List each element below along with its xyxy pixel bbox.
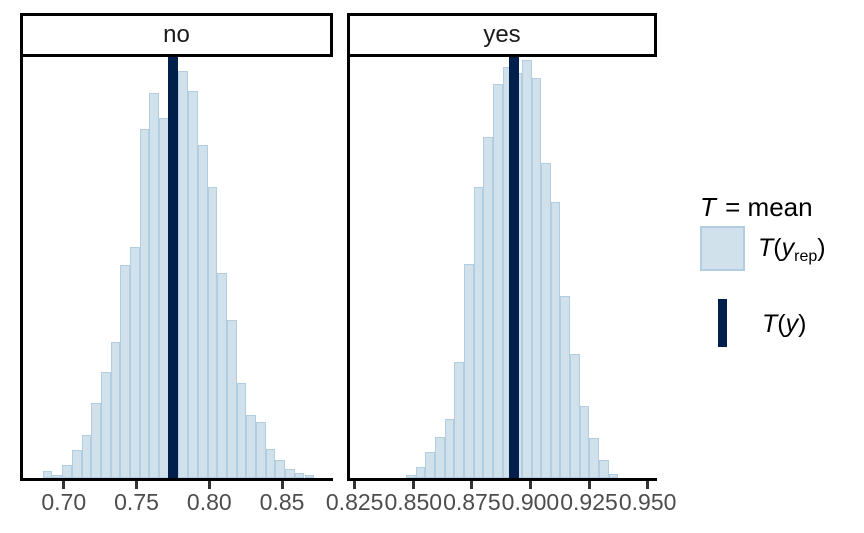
histogram-bar <box>541 163 551 478</box>
x-tick-label: 0.925 <box>560 489 618 515</box>
facet-panel-no <box>20 57 333 481</box>
facet-panel-yes <box>347 57 657 481</box>
legend-title-eq: = <box>717 192 748 222</box>
histogram-bar <box>599 460 609 478</box>
histogram-bar <box>81 435 92 478</box>
x-tick-label: 0.70 <box>41 489 87 515</box>
legend: T = mean T(yrep) T(y) <box>698 192 864 357</box>
histogram-bar <box>91 402 101 478</box>
legend-label-y: T(y) <box>762 310 807 338</box>
x-tick-mark <box>207 481 211 489</box>
histogram-bar <box>415 467 426 478</box>
histogram-bar <box>521 59 532 478</box>
x-tick-mark <box>587 481 591 489</box>
facet-label-no: no <box>163 21 190 48</box>
histogram-bar <box>531 78 542 478</box>
histogram-bar <box>52 475 63 478</box>
histogram-bar <box>62 464 72 478</box>
y-stat-line-swatch <box>718 299 727 347</box>
histogram-bar <box>444 419 455 478</box>
histogram-bar <box>463 263 474 478</box>
histogram-bar <box>294 472 305 478</box>
x-tick-label: 0.875 <box>443 489 501 515</box>
histogram-bar <box>71 450 82 478</box>
x-tick-mark <box>411 481 415 489</box>
histogram-bar <box>178 70 189 478</box>
histogram-bar <box>207 187 218 478</box>
histogram-bar <box>579 406 590 478</box>
histogram-bar <box>188 90 198 478</box>
x-tick-mark <box>135 481 139 489</box>
x-tick-label: 0.85 <box>259 489 305 515</box>
t-stat-line <box>509 57 520 478</box>
histogram-bar <box>246 415 257 478</box>
histogram-bar <box>483 136 493 478</box>
histogram-bar <box>226 320 237 478</box>
x-tick-label: 0.850 <box>384 489 443 515</box>
histogram-bar <box>256 422 266 478</box>
legend-title-T: T <box>700 192 716 222</box>
histogram-bar <box>608 474 619 478</box>
histogram-bar <box>473 187 484 478</box>
facet-strip-yes: yes <box>347 13 657 57</box>
legend-title-stat: mean <box>747 192 813 222</box>
histogram-bar <box>492 83 503 478</box>
histogram-bar <box>236 382 247 478</box>
x-tick-label: 0.75 <box>114 489 159 515</box>
t-stat-line <box>167 57 178 478</box>
x-tick-label: 0.950 <box>618 489 677 515</box>
histogram-bar <box>454 361 464 478</box>
histogram-bar <box>434 437 445 478</box>
x-tick-mark <box>280 481 284 489</box>
legend-label-yrep: T(yrep) <box>758 234 826 265</box>
histogram-bar <box>42 470 53 478</box>
histogram-bar <box>589 438 600 478</box>
x-axis-yes: 0.825 0.850 0.875 0.900 0.925 0.950 <box>326 481 676 527</box>
histogram-bar <box>285 469 295 478</box>
histogram-bar <box>406 475 416 478</box>
histogram-bar <box>100 371 111 478</box>
histogram-bar <box>120 264 131 478</box>
histogram-bar <box>130 246 140 478</box>
histogram-bar <box>304 475 315 478</box>
x-tick-label: 0.80 <box>186 489 232 515</box>
x-tick-mark <box>353 481 357 489</box>
x-tick-mark <box>470 481 474 489</box>
x-tick-mark <box>62 481 66 489</box>
x-tick-mark <box>528 481 532 489</box>
histogram-bar <box>425 452 435 478</box>
histogram-bar <box>265 449 276 478</box>
histogram-bar <box>197 145 208 478</box>
facet-label-yes: yes <box>483 21 521 48</box>
legend-title: T = mean <box>700 192 813 223</box>
histogram-bar <box>275 460 286 478</box>
x-tick-label: 0.900 <box>501 489 560 515</box>
histogram-bar <box>217 273 227 478</box>
histogram-bar <box>560 296 571 478</box>
x-axis-no: 0.70 0.75 0.80 0.85 <box>20 481 333 527</box>
histogram-bar <box>110 342 121 478</box>
x-tick-label: 0.825 <box>325 489 384 515</box>
facet-strip-no: no <box>20 13 333 57</box>
histogram-bar <box>139 129 150 478</box>
histogram-bar <box>550 201 561 478</box>
histogram-bar <box>149 92 160 478</box>
histogram-bar <box>570 353 580 478</box>
x-tick-mark <box>646 481 650 489</box>
yrep-histogram-swatch <box>700 226 745 271</box>
